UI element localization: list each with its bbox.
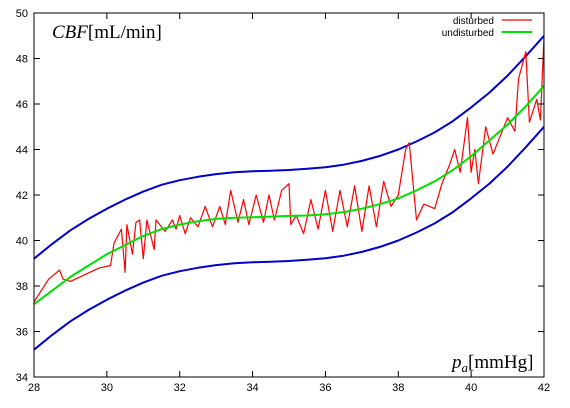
y-tick-label: 48 bbox=[16, 54, 28, 66]
x-tick-label: 34 bbox=[246, 382, 258, 394]
series-line-upper-bound bbox=[33, 35, 545, 260]
y-tick-label: 38 bbox=[16, 281, 28, 293]
y-tick-label: 34 bbox=[16, 372, 28, 384]
y-tick-label: 42 bbox=[16, 190, 28, 202]
series-line-undisturbed bbox=[33, 85, 545, 306]
x-tick-label: 28 bbox=[28, 382, 40, 394]
series-layer bbox=[33, 35, 545, 351]
y-tick-label: 36 bbox=[16, 327, 28, 339]
legend-label: disturbed bbox=[453, 16, 494, 27]
x-tick-label: 42 bbox=[538, 382, 550, 394]
y-tick-label: 50 bbox=[16, 8, 28, 20]
y-tick-label: 44 bbox=[16, 145, 28, 157]
series-line-lower-bound bbox=[33, 126, 545, 351]
x-axis-label: pa[mmHg] bbox=[450, 352, 533, 375]
x-tick-label: 30 bbox=[101, 382, 113, 394]
series-line-disturbed bbox=[33, 37, 545, 303]
y-tick-label: 46 bbox=[16, 99, 28, 111]
x-tick-label: 40 bbox=[465, 382, 477, 394]
y-axis-label: CBF[mL/min] bbox=[52, 22, 162, 43]
x-tick-label: 38 bbox=[392, 382, 404, 394]
ticks-layer: 28 30 32 34 36 38 40 42 34 36 38 40 42 44 46 48 50 bbox=[16, 8, 550, 394]
x-tick-label: 36 bbox=[319, 382, 331, 394]
legend-label: undisturbed bbox=[442, 28, 494, 39]
x-tick-label: 32 bbox=[174, 382, 186, 394]
y-tick-label: 40 bbox=[16, 236, 28, 248]
